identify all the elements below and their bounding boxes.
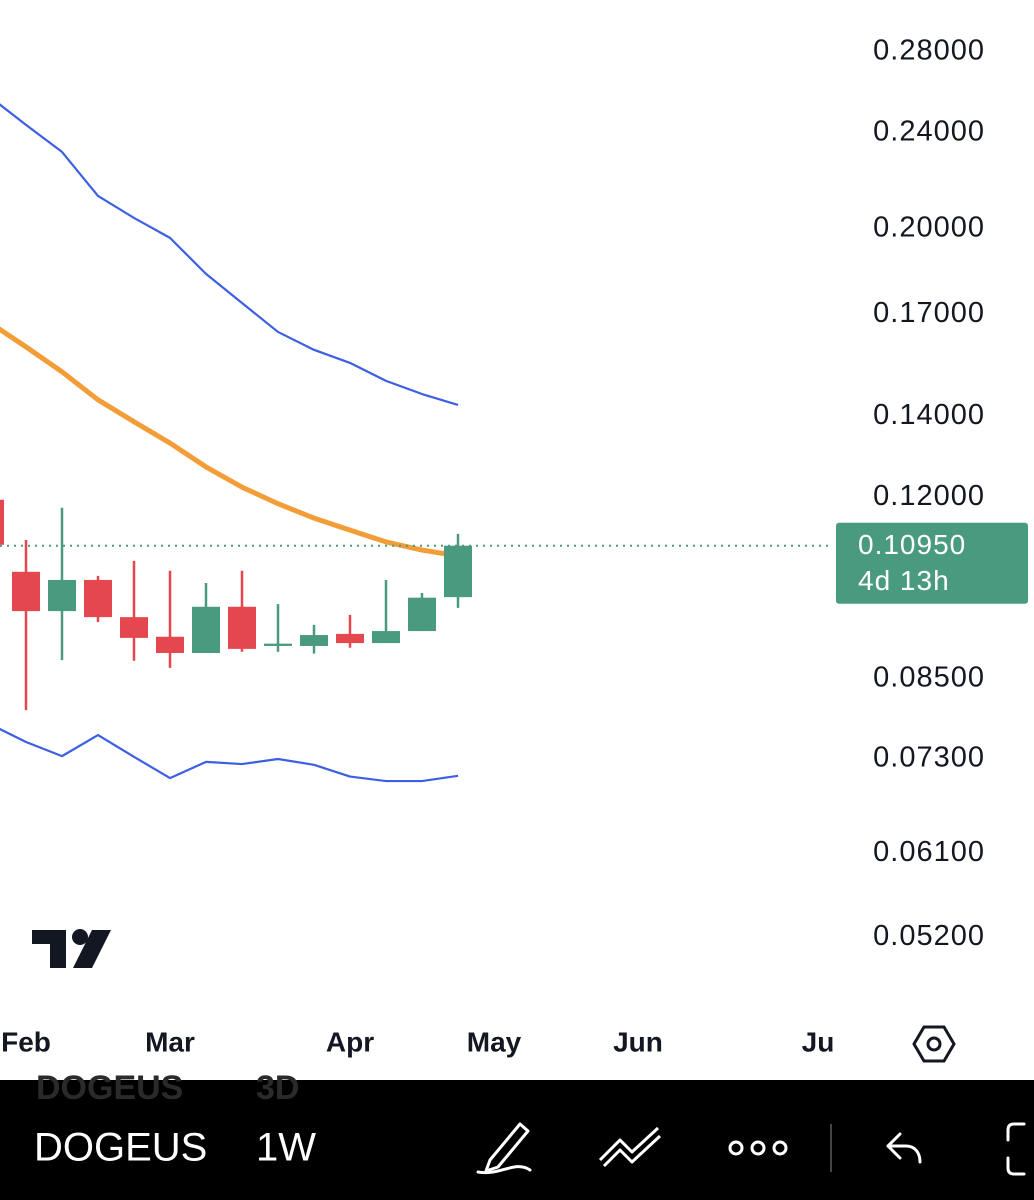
fullscreen-button[interactable] (1006, 1122, 1026, 1176)
candle-body (372, 631, 400, 644)
interval[interactable]: 1W (256, 1126, 316, 1170)
picker-interval[interactable]: 3D (256, 1069, 299, 1107)
candle-body (192, 606, 220, 653)
candle-body (228, 606, 256, 649)
x-tick-label: Apr (326, 1026, 374, 1057)
indicators-button[interactable] (598, 1126, 662, 1168)
x-tick-label: Jun (613, 1026, 663, 1057)
last-price-label: 0.10950 (858, 529, 966, 560)
price-axis: 0.28000 0.24000 0.20000 0.17000 0.14000 0.120… (836, 34, 1028, 952)
x-tick-label: May (467, 1026, 522, 1057)
y-tick-label: 0.17000 (873, 297, 985, 329)
y-tick-label: 0.20000 (873, 211, 985, 243)
picker-symbol[interactable]: DOGEUS (36, 1069, 183, 1107)
x-tick-label: Feb (1, 1026, 51, 1057)
settings-button[interactable] (912, 1025, 956, 1063)
draw-button[interactable] (476, 1122, 532, 1175)
more-button[interactable] (728, 1140, 788, 1156)
x-tick-label: Mar (145, 1026, 195, 1057)
countdown: 4d 13h (858, 565, 950, 596)
candle-body (84, 579, 112, 618)
candle-body (156, 636, 184, 653)
y-tick-label: 0.05200 (873, 920, 985, 952)
candle-body (0, 499, 4, 545)
y-tick-label: 0.07300 (873, 742, 985, 774)
logo (32, 929, 111, 968)
candle-body (120, 617, 148, 638)
y-tick-label: 0.24000 (873, 116, 985, 148)
indicator-line (0, 727, 459, 783)
symbol[interactable]: DOGEUS (34, 1126, 207, 1170)
x-tick-label: Ju (802, 1026, 835, 1057)
y-tick-label: 0.08500 (873, 662, 985, 694)
candle-body (264, 643, 292, 646)
undo-button[interactable] (886, 1132, 922, 1164)
candle-body (408, 597, 436, 632)
indicator-line (0, 103, 459, 406)
candle-body (444, 545, 472, 598)
y-tick-label: 0.06100 (873, 836, 985, 868)
toolbar (0, 1080, 1034, 1200)
plot-area (0, 103, 830, 783)
last-price-box (836, 522, 1028, 604)
candle-body (12, 571, 40, 612)
candle-body (48, 579, 76, 612)
candle-body (300, 635, 328, 646)
candle-body (336, 633, 364, 644)
indicator-line (0, 326, 459, 559)
y-tick-label: 0.12000 (873, 480, 985, 512)
y-tick-label: 0.14000 (873, 399, 985, 431)
y-tick-label: 0.28000 (873, 34, 985, 66)
